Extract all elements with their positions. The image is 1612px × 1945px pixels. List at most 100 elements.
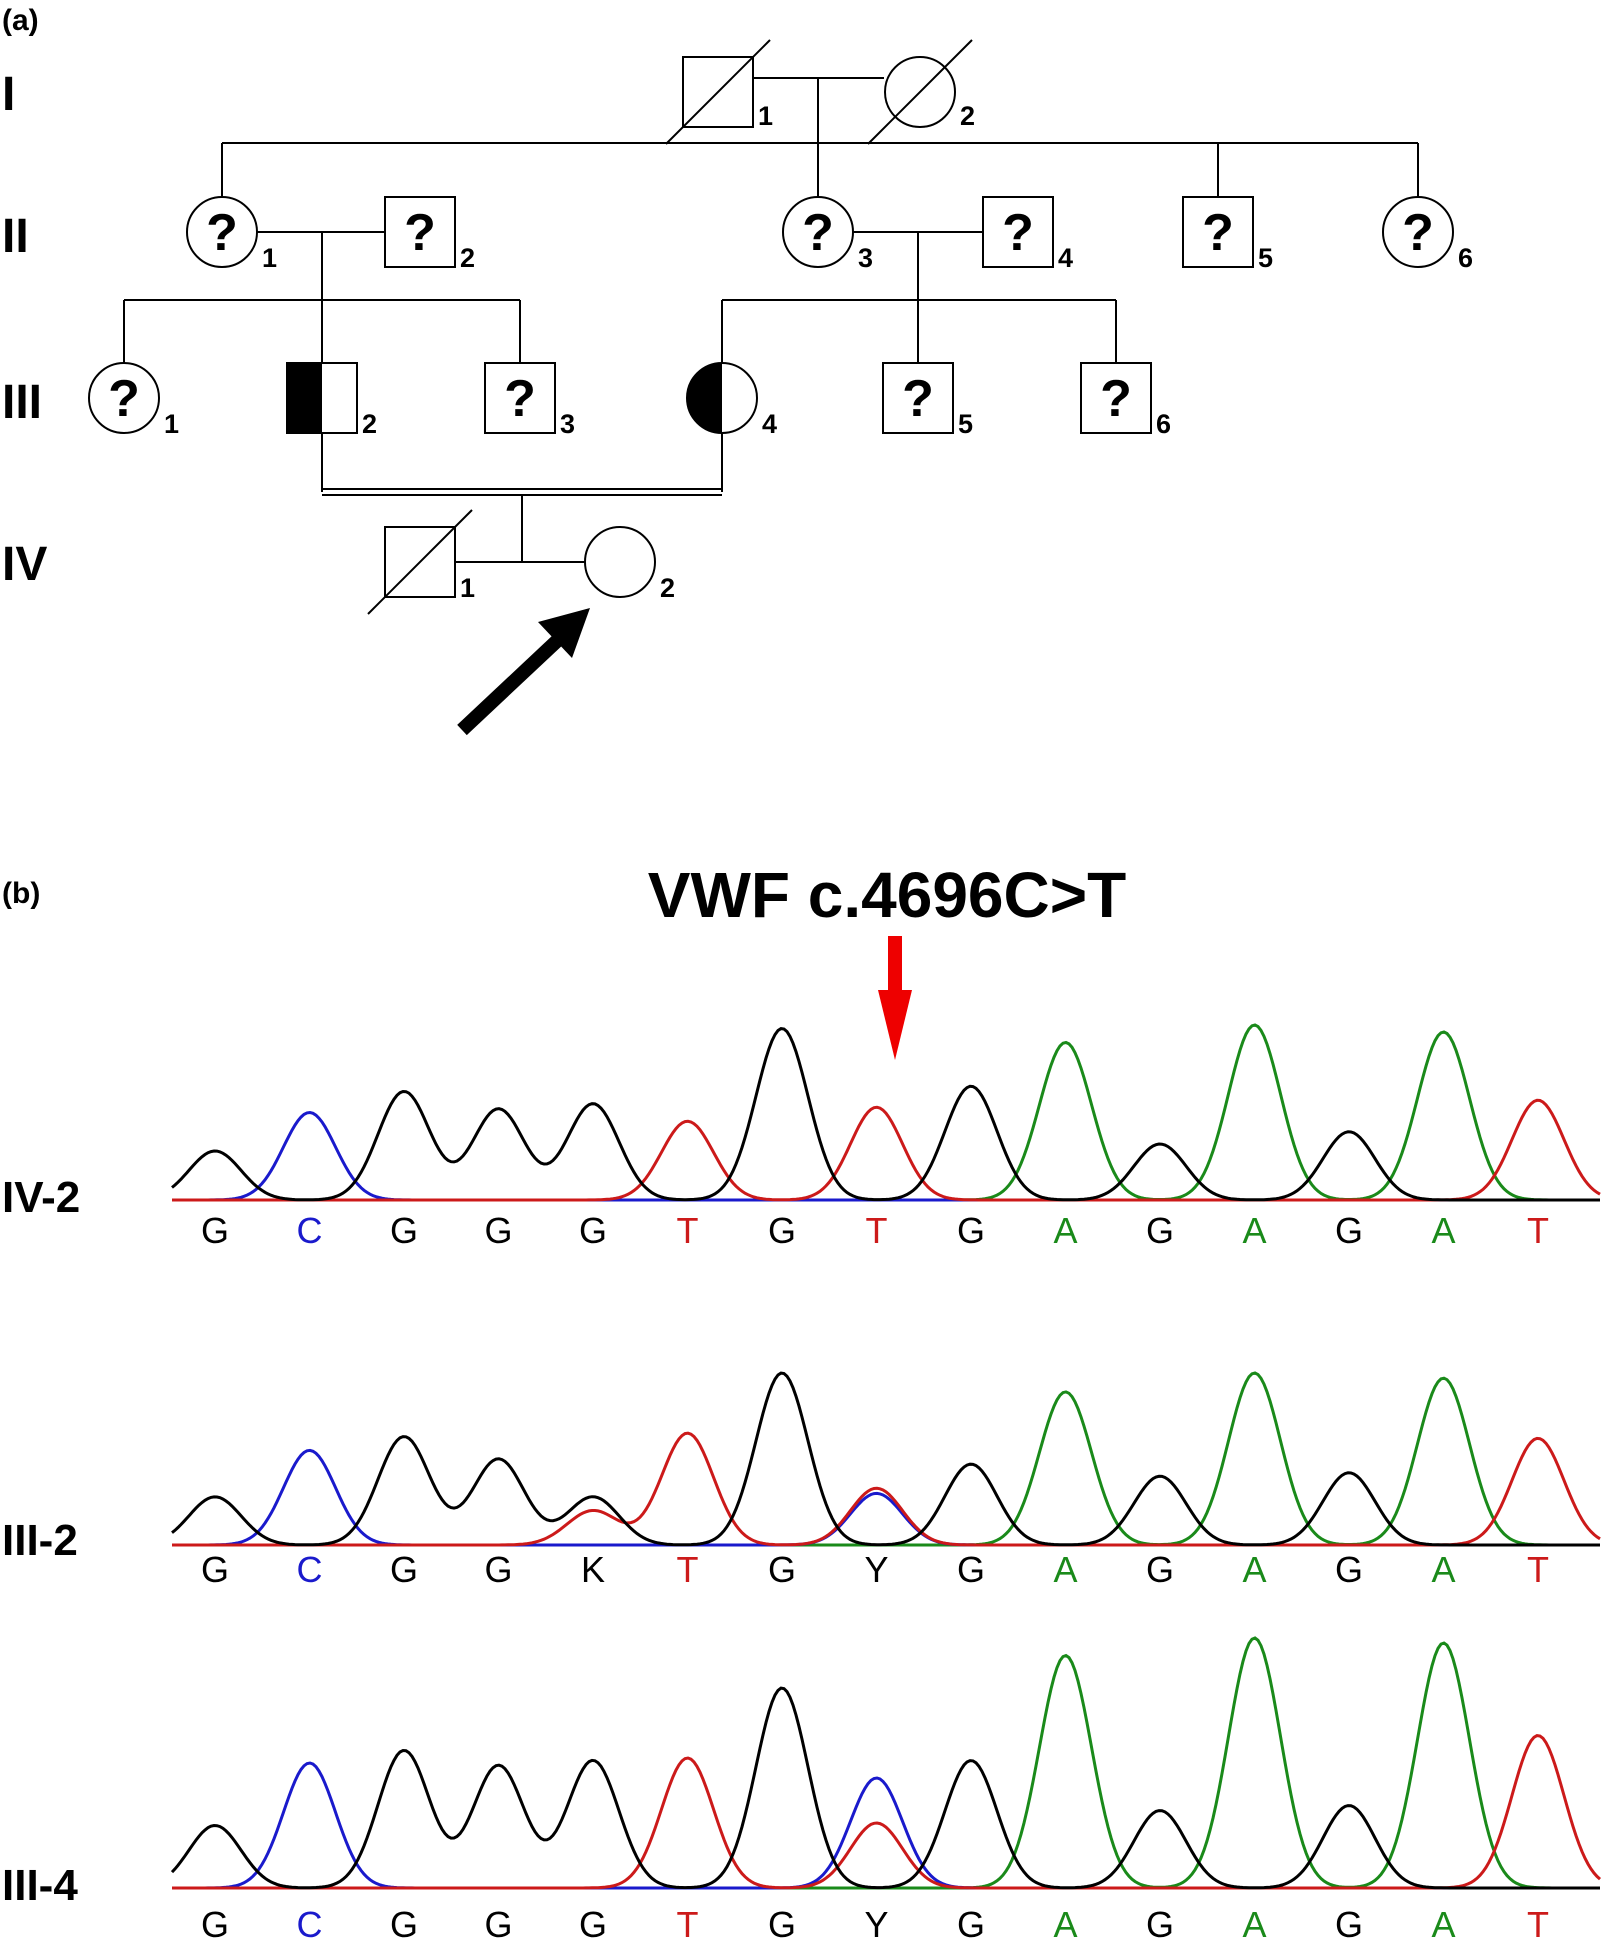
individual-number: 2 [660,573,675,603]
male-symbol [1080,362,1152,434]
individual-number: 3 [858,243,873,273]
individual-i-2: 2 [867,39,975,145]
base-call: A [1242,1549,1266,1590]
base-call: K [581,1549,605,1590]
generation-label-iii: III [2,376,42,429]
carrier-half-fill [287,363,322,433]
trace-signal-t [172,1734,1602,1890]
base-call: Y [864,1549,888,1590]
individual-ii-5: ? 5 [1182,196,1273,273]
base-call: G [390,1904,418,1945]
base-call: C [297,1904,323,1945]
deceased-slash [367,509,473,615]
base-call: G [768,1904,796,1945]
individual-ii-2: ? 2 [384,196,475,273]
unknown-status-mark: ? [108,370,140,428]
pedigree-panel: (a) I II III IV [2,4,1473,736]
pedigree-lines [123,77,1419,563]
base-call: G [484,1210,512,1251]
female-symbol [1382,196,1454,268]
trace-label: IV-2 [2,1173,80,1222]
unknown-status-mark: ? [404,204,436,262]
base-call: G [957,1549,985,1590]
base-call: G [957,1210,985,1251]
base-call: A [1053,1210,1077,1251]
unknown-status-mark: ? [802,204,834,262]
base-call: A [1053,1549,1077,1590]
base-call: A [1242,1904,1266,1945]
base-call: G [1335,1210,1363,1251]
panel-a-label: (a) [2,4,39,37]
base-call: G [957,1904,985,1945]
base-call: A [1053,1904,1077,1945]
generation-label-iv: IV [2,538,47,591]
individual-ii-3: ? 3 [782,196,873,273]
female-symbol [782,196,854,268]
individual-number: 1 [164,409,179,439]
base-call: A [1431,1549,1455,1590]
base-call: G [1335,1904,1363,1945]
individual-number: 2 [362,409,377,439]
base-call: C [297,1210,323,1251]
trace-iv-2: IV-2 G C G G G T G T G A G A G A T [2,1023,1601,1251]
base-call: T [1527,1549,1549,1590]
base-call: G [201,1904,229,1945]
trace-signal-g [171,1027,1600,1202]
base-call: G [1146,1904,1174,1945]
base-call: G [390,1549,418,1590]
deceased-slash [665,39,771,145]
base-call: A [1431,1904,1455,1945]
base-call: G [579,1904,607,1945]
base-call: G [1146,1549,1174,1590]
individual-iii-5: ? 5 [882,362,973,439]
base-call: C [297,1549,323,1590]
male-symbol [484,362,556,434]
individual-iv-2: 2 [584,526,675,603]
female-symbol [88,362,160,434]
individual-ii-1: ? 1 [186,196,277,273]
female-symbol [186,196,258,268]
individual-number: 2 [460,243,475,273]
unknown-status-mark: ? [902,370,934,428]
individual-number: 1 [460,573,475,603]
unknown-status-mark: ? [1402,204,1434,262]
individual-iii-3: ? 3 [484,362,575,439]
unknown-status-mark: ? [1100,370,1132,428]
individual-number: 6 [1156,409,1171,439]
base-call: T [1527,1210,1549,1251]
trace-signal-t [172,1098,1601,1202]
proband-arrow [457,608,590,736]
generation-label-i: I [2,68,15,121]
base-call: T [677,1904,699,1945]
individual-i-1: 1 [665,39,773,145]
trace-iii-4: III-4 G C G G G T G Y G A G A G A T [2,1636,1602,1945]
trace-signal-a [172,1636,1600,1890]
individual-number: 5 [1258,243,1273,273]
unknown-status-mark: ? [206,204,238,262]
female-symbol [584,526,656,598]
individual-iv-1: 1 [367,509,475,615]
panel-b-label: (b) [2,877,40,910]
individual-number: 1 [262,243,277,273]
base-call: G [484,1549,512,1590]
trace-label: III-4 [2,1861,78,1910]
chromatogram-panel: (b) VWF c.4696C>T IV-2G C G G G T G T G A G A G A TIII… [2,859,1602,1945]
base-call: A [1242,1210,1266,1251]
base-call: A [1431,1210,1455,1251]
base-call: G [201,1549,229,1590]
male-symbol [384,196,456,268]
individual-iii-2: 2 [286,362,377,439]
base-call: G [1335,1549,1363,1590]
unknown-status-mark: ? [1002,204,1034,262]
individual-iii-6: ? 6 [1080,362,1171,439]
base-call: T [677,1549,699,1590]
trace-signal-g [170,1686,1600,1890]
base-call: G [390,1210,418,1251]
individual-iii-4: 4 [686,362,777,439]
base-call: Y [864,1904,888,1945]
individual-ii-6: ? 6 [1382,196,1473,273]
base-call: G [1146,1210,1174,1251]
base-call: G [484,1904,512,1945]
carrier-half-fill [687,363,722,433]
